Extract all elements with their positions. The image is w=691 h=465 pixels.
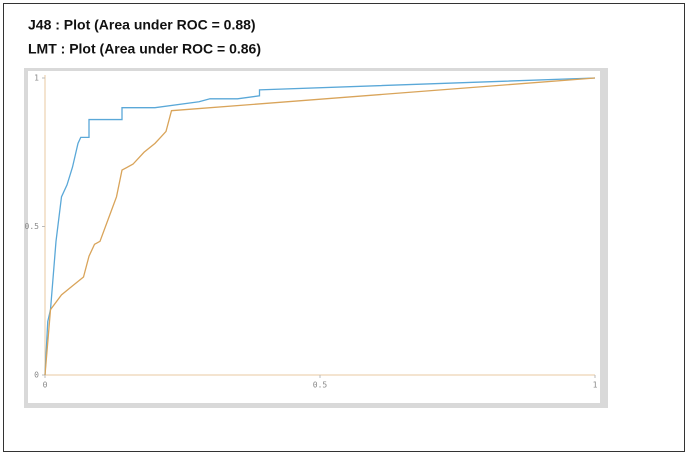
roc-line bbox=[44, 77, 596, 376]
x-tick-label: 0.5 bbox=[313, 381, 328, 390]
series-heading: LMT : Plot (Area under ROC = 0.86) bbox=[28, 41, 261, 57]
series-heading: J48 : Plot (Area under ROC = 0.88) bbox=[28, 17, 256, 33]
y-tick-label: 1 bbox=[34, 74, 39, 83]
x-tick-label: 0 bbox=[43, 381, 48, 390]
y-tick-label: 0.5 bbox=[25, 222, 40, 231]
y-tick-label: 0 bbox=[34, 371, 39, 380]
roc-line bbox=[44, 77, 596, 376]
x-tick-label: 1 bbox=[593, 381, 598, 390]
plot-area bbox=[28, 71, 600, 403]
